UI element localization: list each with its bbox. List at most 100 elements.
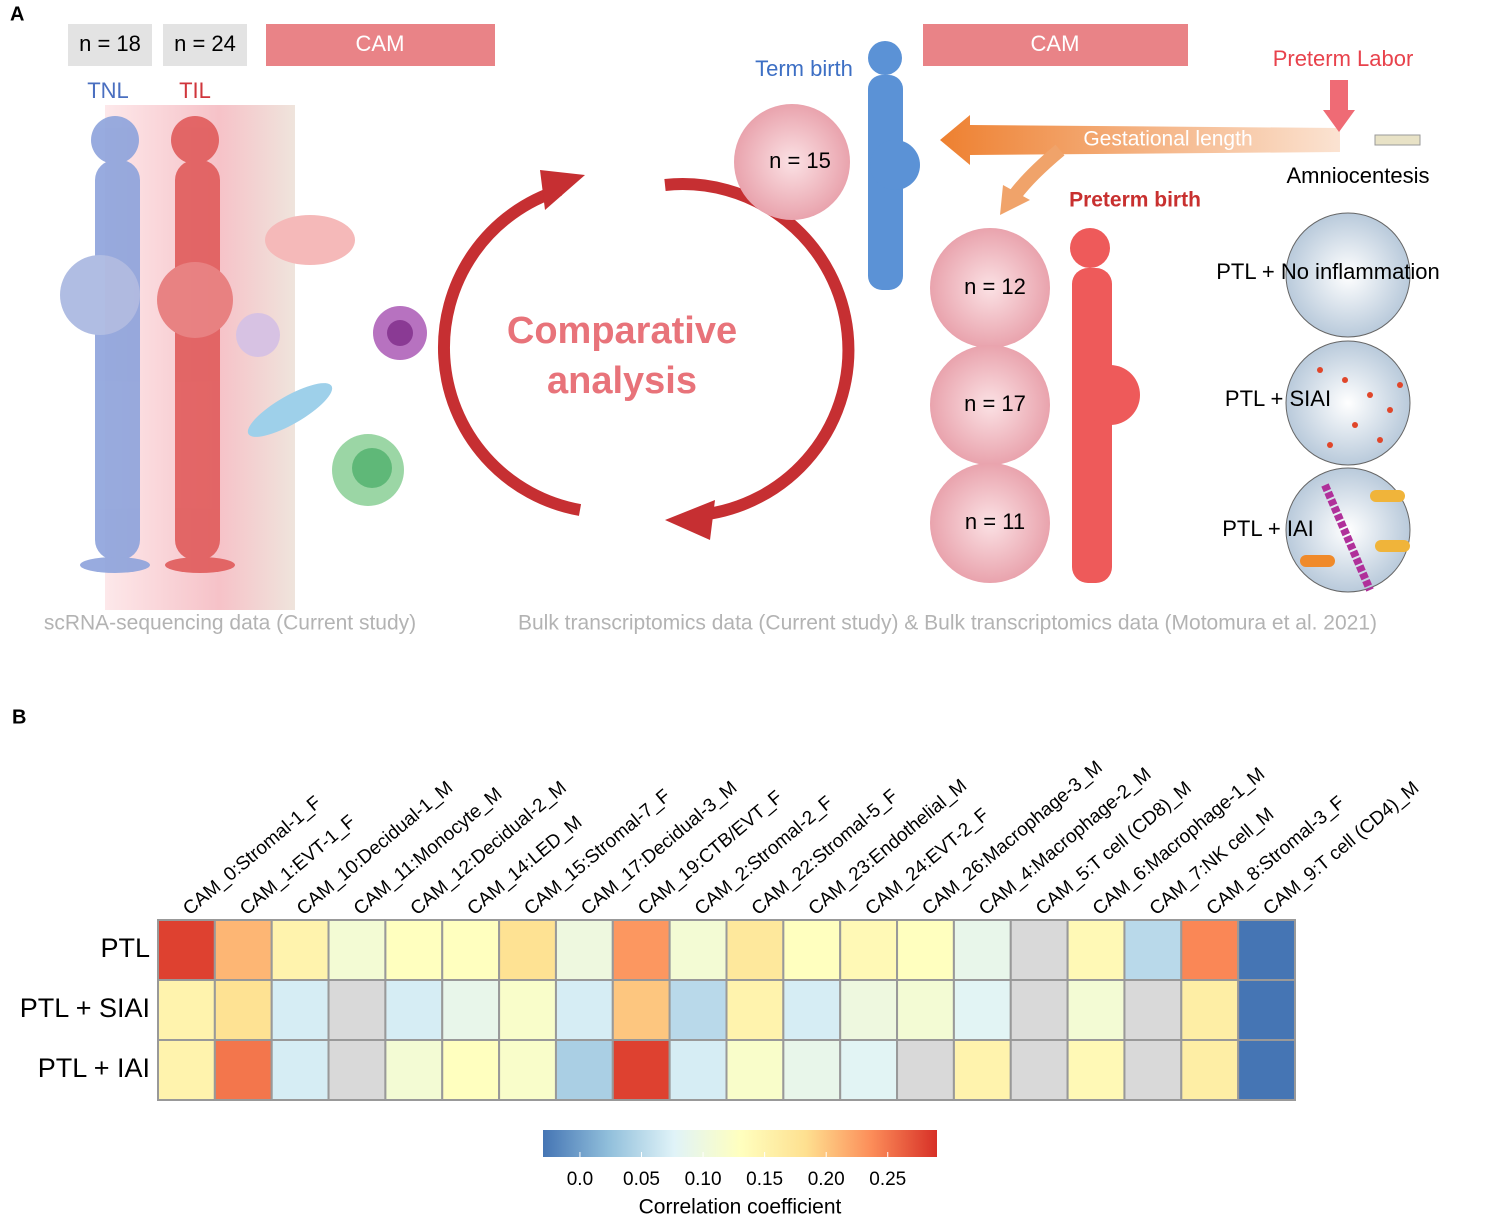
heatmap-cell bbox=[384, 919, 444, 981]
panel-label: B bbox=[12, 706, 26, 728]
heatmap-cell bbox=[782, 1039, 842, 1101]
heatmap-cell bbox=[554, 1039, 614, 1101]
heatmap-cell bbox=[1009, 979, 1069, 1041]
heatmap-cell bbox=[1123, 1039, 1183, 1101]
colorbar-tick-label: 0.15 bbox=[746, 1169, 783, 1190]
labor-arrow bbox=[1323, 80, 1355, 132]
syringe bbox=[1374, 134, 1421, 146]
panel-label: A bbox=[10, 3, 24, 25]
colorbar bbox=[543, 1130, 937, 1157]
heatmap-cell bbox=[213, 919, 273, 981]
heatmap-cell bbox=[1180, 1039, 1240, 1101]
heatmap-cell bbox=[554, 979, 614, 1041]
heatmap-cell bbox=[384, 979, 444, 1041]
arrow-label: Gestational length bbox=[1083, 128, 1252, 151]
heatmap-cell bbox=[441, 919, 501, 981]
center-text: Comparative bbox=[507, 310, 737, 352]
heatmap-cell bbox=[498, 1039, 557, 1101]
cells bbox=[236, 215, 427, 506]
heatmap-cell bbox=[668, 979, 728, 1041]
caption: scRNA-sequencing data (Current study) bbox=[44, 612, 416, 635]
heatmap-cell bbox=[1123, 919, 1183, 981]
heatmap-cell bbox=[327, 919, 387, 981]
heatmap-cell bbox=[896, 979, 955, 1041]
heatmap-cell bbox=[1237, 919, 1297, 981]
heatmap-cell bbox=[782, 919, 842, 981]
tissue-disc bbox=[930, 228, 1050, 348]
heatmap-cell bbox=[1066, 919, 1126, 981]
heatmap-cell bbox=[1180, 979, 1240, 1041]
woman-til bbox=[157, 116, 235, 573]
woman-tnl bbox=[60, 116, 150, 573]
center-text: analysis bbox=[547, 360, 697, 402]
heatmap-cell bbox=[952, 979, 1012, 1041]
dish bbox=[1285, 340, 1411, 466]
tissue-label: CAM bbox=[1031, 31, 1080, 56]
heatmap-cell bbox=[384, 1039, 444, 1101]
heatmap-cell bbox=[1009, 919, 1069, 981]
outcome-label: Preterm birth bbox=[1069, 189, 1201, 212]
row-label: PTL bbox=[100, 933, 150, 963]
heatmap-cell bbox=[1123, 979, 1183, 1041]
count-box bbox=[68, 24, 152, 66]
heatmap-cell bbox=[839, 919, 899, 981]
preterm-arrow bbox=[1009, 144, 1065, 200]
heatmap-cell bbox=[611, 1039, 671, 1101]
bacteria bbox=[1300, 367, 1410, 592]
condition-label: PTL + No inflammation bbox=[1216, 259, 1440, 284]
sample-size: n = 17 bbox=[964, 391, 1026, 416]
dish bbox=[1285, 212, 1411, 338]
heatmap-cell bbox=[1237, 979, 1297, 1041]
row-label: PTL + SIAI bbox=[20, 993, 150, 1023]
heatmap-cell bbox=[554, 919, 614, 981]
sample-size: n = 24 bbox=[174, 31, 236, 56]
tissue-disc bbox=[930, 463, 1050, 583]
heatmap-cell bbox=[782, 979, 842, 1041]
heatmap-cell bbox=[725, 1039, 785, 1101]
sample-size: n = 15 bbox=[769, 148, 831, 173]
gestation-arrow bbox=[940, 115, 1340, 165]
preterm-arrowhead bbox=[1000, 185, 1030, 215]
heatmap-cell bbox=[896, 1039, 955, 1101]
colorbar-tick-label: 0.25 bbox=[869, 1169, 906, 1190]
heatmap-cell bbox=[668, 919, 728, 981]
sample-size: n = 12 bbox=[964, 274, 1026, 299]
group-label: TNL bbox=[87, 78, 129, 103]
heatmap-cell bbox=[498, 979, 557, 1041]
heatmap-cell bbox=[1066, 979, 1126, 1041]
heatmap-cell bbox=[498, 919, 557, 981]
woman-term bbox=[868, 41, 920, 290]
row-label: PTL + IAI bbox=[38, 1053, 150, 1083]
outcome-label: Term birth bbox=[755, 56, 853, 81]
sample-size: n = 11 bbox=[965, 509, 1025, 534]
count-box bbox=[163, 24, 247, 66]
heatmap-cell bbox=[896, 919, 955, 981]
heatmap-cell bbox=[270, 1039, 330, 1101]
heatmap-cell bbox=[1009, 1039, 1069, 1101]
heatmap-cell bbox=[1180, 919, 1240, 981]
heatmap-cell bbox=[725, 919, 785, 981]
woman-preterm bbox=[1070, 228, 1140, 583]
heatmap-cell bbox=[668, 1039, 728, 1101]
heatmap-cell bbox=[327, 979, 387, 1041]
heatmap-cell bbox=[611, 919, 671, 981]
heatmap-cell bbox=[952, 1039, 1012, 1101]
heatmap-cell bbox=[441, 979, 501, 1041]
heatmap-cell bbox=[1066, 1039, 1126, 1101]
condition-label: PTL + SIAI bbox=[1225, 386, 1331, 411]
heatmap-cell bbox=[270, 979, 330, 1041]
heatmap-cell bbox=[611, 979, 671, 1041]
colorbar-label: Correlation coefficient bbox=[639, 1196, 842, 1217]
tissue-disc bbox=[930, 345, 1050, 465]
condition-label: PTL + IAI bbox=[1222, 516, 1314, 541]
heatmap-cell bbox=[952, 919, 1012, 981]
group-label: TIL bbox=[179, 78, 211, 103]
heatmap-cell bbox=[157, 919, 216, 981]
heatmap-cell bbox=[839, 1039, 899, 1101]
heatmap-cell bbox=[725, 979, 785, 1041]
tissue-label: CAM bbox=[356, 31, 405, 56]
tissue-box bbox=[266, 24, 495, 66]
colorbar-tick-label: 0.05 bbox=[623, 1169, 660, 1190]
cycle-arrows bbox=[437, 170, 855, 540]
